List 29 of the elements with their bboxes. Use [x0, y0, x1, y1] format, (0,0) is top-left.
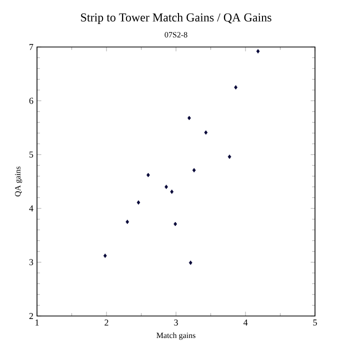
- point: [146, 172, 150, 178]
- point: [204, 130, 208, 135]
- chart-subtitle: 07S2-8: [164, 32, 188, 38]
- x-tick-label: 5: [313, 320, 317, 326]
- chart-title: Strip to Tower Match Gains / QA Gains: [81, 13, 272, 24]
- point: [188, 260, 192, 265]
- point: [256, 49, 260, 54]
- point: [136, 200, 140, 205]
- point: [164, 184, 168, 190]
- x-tick-label: 3: [174, 320, 178, 326]
- point: [192, 168, 196, 172]
- y-tick-label: 5: [29, 152, 34, 158]
- point: [188, 116, 191, 120]
- point: [126, 220, 130, 224]
- point: [234, 85, 238, 90]
- x-tick-label: 1: [36, 320, 39, 326]
- point: [228, 154, 232, 159]
- y-tick-label: 7: [30, 44, 34, 50]
- y-tick-label: 4: [29, 205, 34, 212]
- y-tick-label: 6: [29, 98, 34, 104]
- point: [103, 254, 107, 258]
- x-tick-label: 4: [243, 320, 248, 326]
- x-tick-label: 2: [104, 320, 108, 326]
- x-axis-title: Match gains: [156, 332, 196, 340]
- point: [170, 190, 174, 194]
- y-tick-label: 3: [29, 259, 34, 266]
- point: [174, 222, 178, 226]
- y-tick-label: 2: [29, 313, 33, 319]
- y-axis-title: QA gains: [15, 166, 22, 196]
